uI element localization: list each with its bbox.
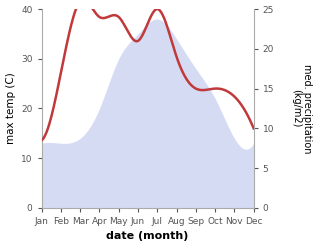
Y-axis label: max temp (C): max temp (C) xyxy=(5,73,16,144)
X-axis label: date (month): date (month) xyxy=(107,231,189,242)
Y-axis label: med. precipitation
(kg/m2): med. precipitation (kg/m2) xyxy=(291,64,313,153)
